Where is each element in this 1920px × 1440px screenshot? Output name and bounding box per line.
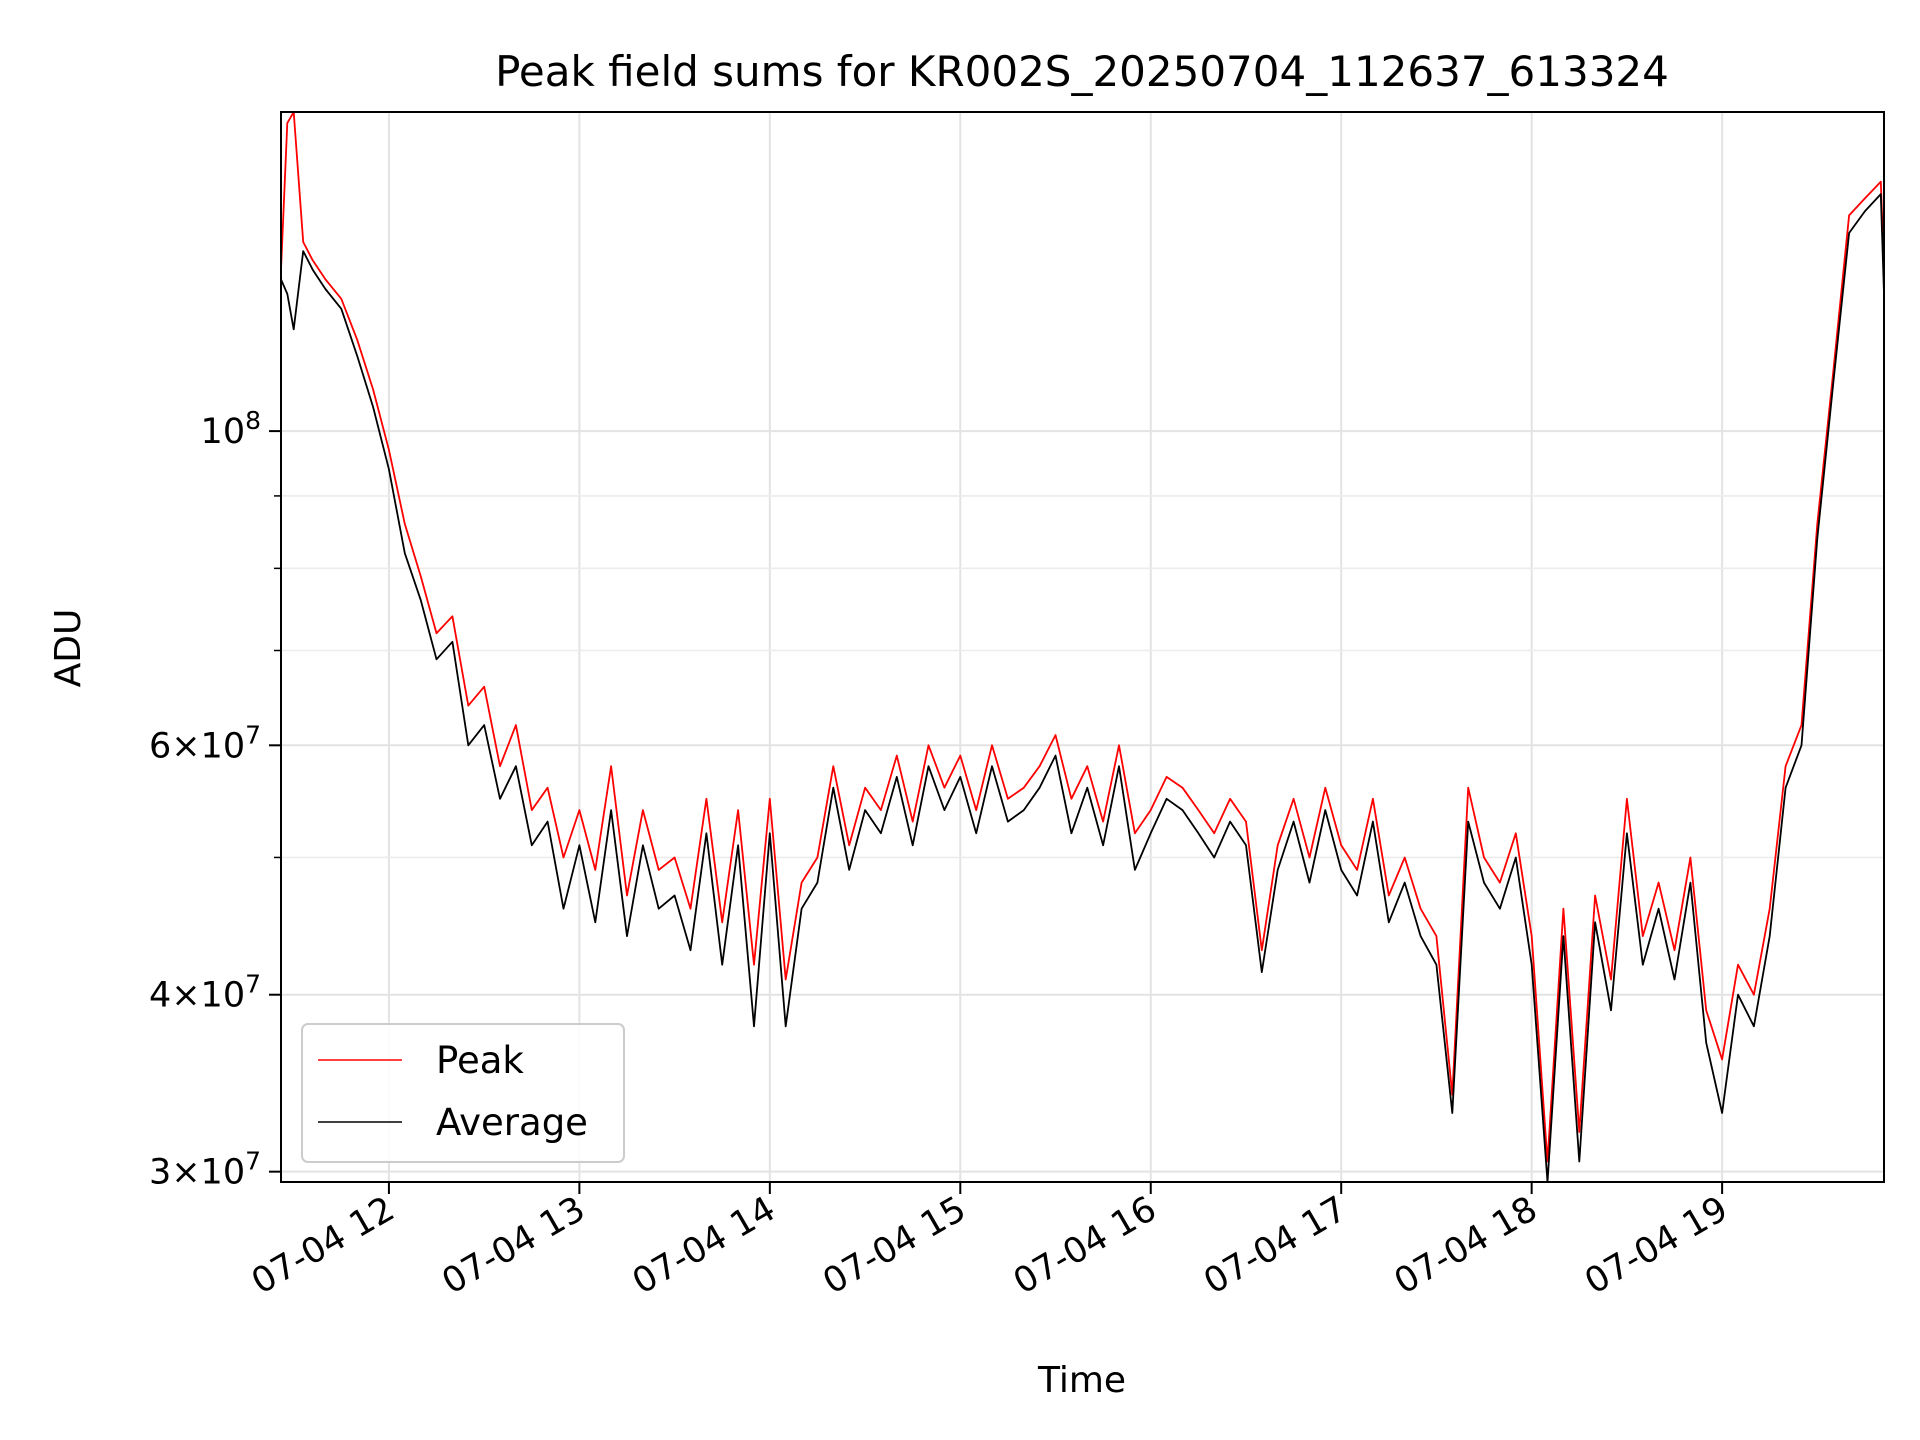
y-axis-label: ADU bbox=[48, 609, 89, 688]
y-tick-label: 4×107 bbox=[149, 970, 261, 1016]
series-line-peak bbox=[281, 112, 1884, 1163]
legend-label-average: Average bbox=[436, 1101, 588, 1144]
legend: Peak Average bbox=[301, 1023, 625, 1163]
y-axis: 3×107 4×107 6×107 108 bbox=[149, 406, 281, 1193]
y-tick-label: 108 bbox=[201, 406, 261, 452]
y-tick-label: 3×107 bbox=[149, 1147, 261, 1193]
grid bbox=[281, 112, 1884, 1182]
series-line-average bbox=[281, 193, 1884, 1182]
y-tick-label: 6×107 bbox=[149, 720, 261, 766]
chart-title: Peak field sums for KR002S_20250704_1126… bbox=[495, 47, 1669, 96]
x-axis-label: Time bbox=[1037, 1360, 1126, 1401]
legend-label-peak: Peak bbox=[436, 1039, 524, 1082]
plot-frame bbox=[280, 111, 1885, 1183]
legend-box bbox=[301, 1023, 625, 1163]
series-layer bbox=[281, 112, 1884, 1182]
